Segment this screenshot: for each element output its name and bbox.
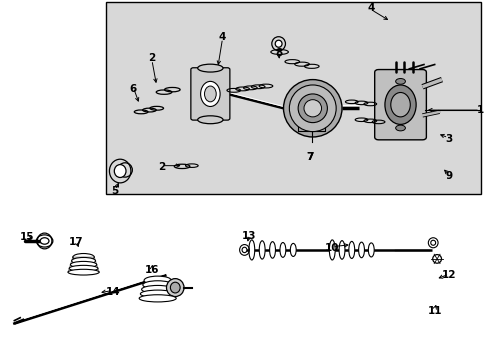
Ellipse shape	[348, 242, 354, 258]
Ellipse shape	[242, 247, 246, 253]
Text: 8: 8	[274, 48, 282, 58]
Ellipse shape	[72, 257, 95, 264]
Ellipse shape	[197, 64, 223, 72]
Ellipse shape	[144, 276, 171, 285]
Text: 15: 15	[20, 232, 35, 242]
Ellipse shape	[289, 85, 335, 132]
Ellipse shape	[384, 85, 415, 125]
Ellipse shape	[166, 279, 183, 297]
FancyBboxPatch shape	[190, 68, 229, 120]
Text: 3: 3	[445, 134, 452, 144]
Text: 6: 6	[129, 84, 137, 94]
Ellipse shape	[430, 240, 435, 245]
Text: 4: 4	[219, 32, 226, 41]
Ellipse shape	[142, 281, 172, 289]
Ellipse shape	[259, 241, 264, 259]
Ellipse shape	[248, 240, 254, 260]
Ellipse shape	[390, 93, 409, 117]
Text: 5: 5	[111, 186, 119, 197]
Text: 1: 1	[476, 105, 484, 115]
Ellipse shape	[275, 40, 282, 47]
Ellipse shape	[269, 242, 275, 258]
Ellipse shape	[280, 243, 285, 257]
Ellipse shape	[114, 165, 126, 177]
Text: 13: 13	[242, 231, 256, 240]
Text: 12: 12	[441, 270, 456, 280]
Text: 7: 7	[306, 152, 313, 162]
Ellipse shape	[73, 253, 94, 261]
Ellipse shape	[298, 94, 327, 123]
Ellipse shape	[338, 240, 344, 259]
Ellipse shape	[70, 261, 97, 268]
Ellipse shape	[142, 285, 173, 293]
Ellipse shape	[140, 290, 175, 298]
Ellipse shape	[283, 80, 341, 137]
Ellipse shape	[395, 78, 405, 84]
Text: 10: 10	[325, 243, 339, 253]
Bar	[105, 3, 480, 194]
FancyBboxPatch shape	[374, 69, 426, 140]
Ellipse shape	[204, 86, 216, 102]
Ellipse shape	[69, 265, 98, 271]
Text: 4: 4	[367, 3, 374, 13]
Ellipse shape	[40, 238, 49, 244]
Ellipse shape	[367, 243, 373, 257]
Text: 17: 17	[69, 237, 83, 247]
Ellipse shape	[139, 295, 176, 302]
Ellipse shape	[304, 100, 321, 117]
Text: 7: 7	[306, 152, 313, 162]
Ellipse shape	[197, 116, 223, 124]
Ellipse shape	[170, 282, 180, 293]
Ellipse shape	[395, 125, 405, 131]
Text: 2: 2	[158, 162, 165, 172]
Ellipse shape	[358, 242, 364, 258]
Ellipse shape	[200, 81, 220, 107]
Text: 14: 14	[105, 287, 120, 297]
Text: 16: 16	[144, 265, 159, 275]
Text: 9: 9	[445, 171, 452, 181]
Text: 11: 11	[427, 306, 441, 316]
Text: 2: 2	[148, 53, 155, 63]
Ellipse shape	[290, 243, 296, 256]
Ellipse shape	[329, 240, 334, 260]
Ellipse shape	[68, 269, 99, 275]
